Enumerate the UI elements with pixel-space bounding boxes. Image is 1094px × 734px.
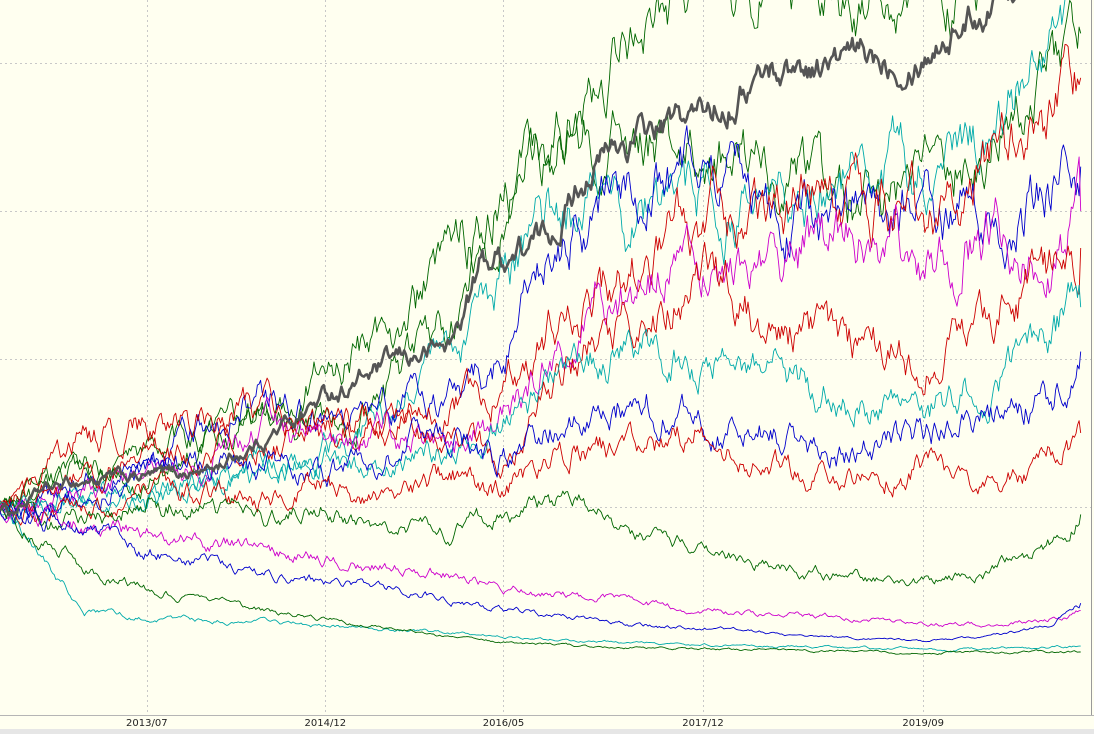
grid-lines bbox=[0, 0, 1091, 715]
x-tick-label: 2014/12 bbox=[305, 718, 347, 729]
series-line bbox=[0, 501, 1081, 628]
bottom-status-strip bbox=[0, 729, 1094, 734]
series-line bbox=[0, 501, 1081, 653]
x-axis-tick-labels: 2013/07 2014/12 2016/05 2017/12 2019/09 bbox=[126, 718, 944, 729]
series-line bbox=[0, 506, 1081, 656]
series-line bbox=[0, 0, 1082, 517]
x-tick-label: 2019/09 bbox=[902, 718, 944, 729]
x-tick-label: 2016/05 bbox=[483, 718, 525, 729]
series-lines bbox=[0, 0, 1082, 656]
series-line bbox=[0, 490, 1082, 587]
series-line bbox=[0, 43, 1082, 509]
x-tick-label: 2013/07 bbox=[126, 718, 168, 729]
x-tick-label: 2017/12 bbox=[682, 718, 724, 729]
series-line bbox=[0, 241, 1082, 514]
series-line bbox=[0, 505, 1082, 643]
series-line bbox=[0, 281, 1082, 516]
series-line bbox=[0, 0, 1066, 525]
series-line bbox=[0, 351, 1082, 524]
benchmark-series-line bbox=[0, 0, 1016, 517]
series-line bbox=[0, 420, 1082, 526]
